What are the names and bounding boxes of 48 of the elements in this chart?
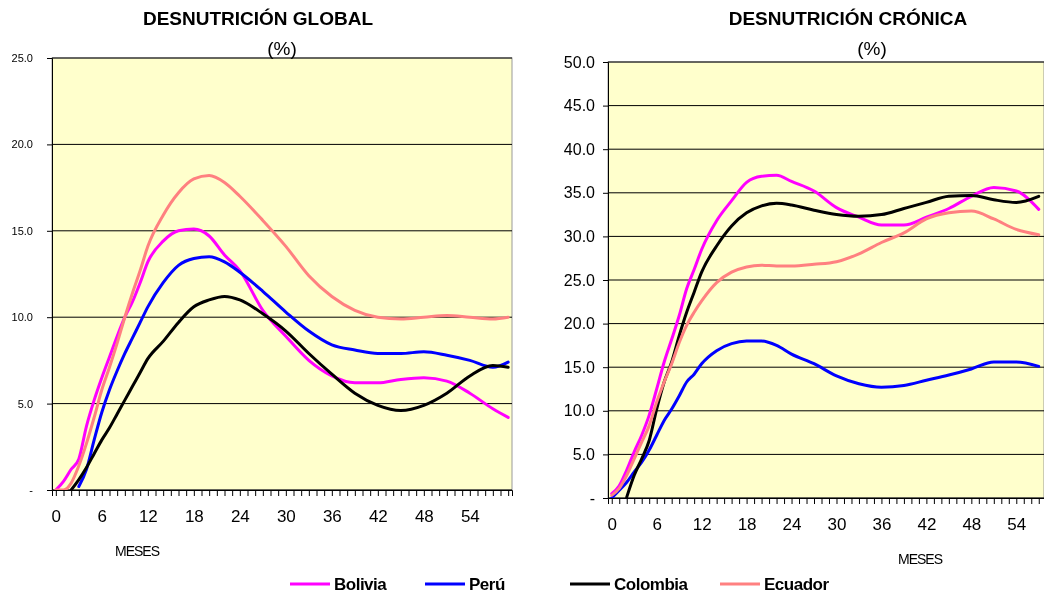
y-tick-label: 25.0 [11,52,33,65]
legend-label: Ecuador [764,575,830,594]
y-tick-label: 20.0 [11,138,33,151]
x-tick-label: 48 [962,515,982,535]
y-tick-label: 50.0 [563,53,596,71]
x-tick-label: 42 [917,515,937,535]
x-tick-label: 6 [97,507,108,527]
chart-title: DESNUTRICIÓN GLOBAL [142,8,374,29]
x-tick-label: 54 [1007,515,1027,535]
chart-subtitle: (%) [267,38,297,59]
line-series [77,255,510,489]
x-tick-label: 36 [322,507,342,527]
y-tick-label: 45.0 [563,97,596,115]
x-tick-label: 54 [460,507,480,527]
x-tick-label: 0 [51,507,62,527]
x-tick-label: 24 [782,515,802,535]
x-tick-label: 48 [414,507,434,527]
y-tick-label: 35.0 [563,184,596,202]
x-tick-label: 18 [737,515,757,535]
y-tick-label: - [29,484,34,497]
x-tick-label: 12 [138,507,158,527]
x-tick-label: 42 [368,507,388,527]
x-tick-label: 0 [607,515,617,535]
y-tick-label: 10.0 [563,402,596,420]
x-tick-label: 30 [276,507,296,527]
legend-label: Bolivia [334,575,388,594]
x-tick-label: 6 [652,515,662,535]
y-tick-label: 25.0 [563,271,596,289]
x-tick-label: 36 [872,515,892,535]
legend-label: Perú [469,575,505,594]
legend-label: Colombia [614,575,689,594]
x-tick-label: 30 [827,515,847,535]
y-tick-label: 5.0 [572,446,596,464]
y-tick-label: - [589,489,595,507]
x-tick-label: 24 [230,507,250,527]
chart-title: DESNUTRICIÓN CRÓNICA [728,8,968,29]
x-axis-title: MESES [897,551,943,567]
x-tick-label: 18 [184,507,204,527]
x-tick-label: 12 [692,515,712,535]
y-tick-label: 15.0 [11,224,33,237]
x-axis-title: MESES [114,543,160,559]
y-tick-label: 40.0 [563,140,596,158]
chart-subtitle: (%) [857,38,887,59]
y-tick-label: 10.0 [11,311,33,324]
y-tick-label: 20.0 [563,315,596,333]
y-tick-label: 30.0 [563,228,596,246]
y-tick-label: 5.0 [17,397,33,410]
y-tick-label: 15.0 [563,358,596,376]
